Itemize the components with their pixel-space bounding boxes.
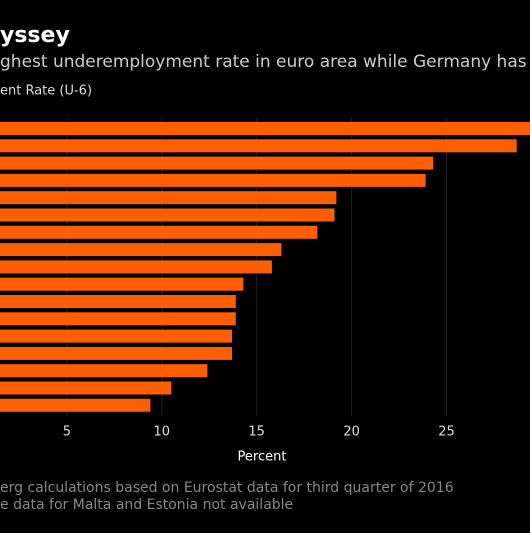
- chart-title: yssey: [0, 23, 70, 48]
- bar: [0, 225, 318, 239]
- bar: [0, 208, 335, 222]
- bar: [0, 243, 282, 257]
- bar: [0, 156, 434, 170]
- bar: [0, 295, 236, 308]
- bar: [0, 346, 233, 360]
- x-axis-label: Percent: [238, 450, 287, 465]
- bar: [0, 173, 426, 187]
- bar: [0, 122, 530, 135]
- x-tick-label: 15: [248, 425, 265, 440]
- x-tick-label: 10: [154, 425, 171, 440]
- bar: [0, 381, 172, 395]
- bar: [0, 329, 233, 343]
- x-tick-label: 5: [63, 425, 71, 440]
- bar: [0, 277, 244, 291]
- bar: [0, 191, 337, 205]
- bar: [0, 139, 517, 153]
- footnote: e data for Malta and Estonia not availab…: [0, 497, 293, 513]
- chart-subtitle: ghest underemployment rate in euro area …: [0, 52, 530, 72]
- bar: [0, 398, 151, 412]
- bar: [0, 260, 272, 274]
- bar: [0, 312, 236, 326]
- series-label: ent Rate (U-6): [0, 84, 92, 99]
- x-tick-label: 20: [343, 425, 360, 440]
- footnote: erg calculations based on Eurostat data …: [0, 480, 454, 496]
- x-tick-label: 25: [438, 425, 455, 440]
- bar: [0, 364, 208, 378]
